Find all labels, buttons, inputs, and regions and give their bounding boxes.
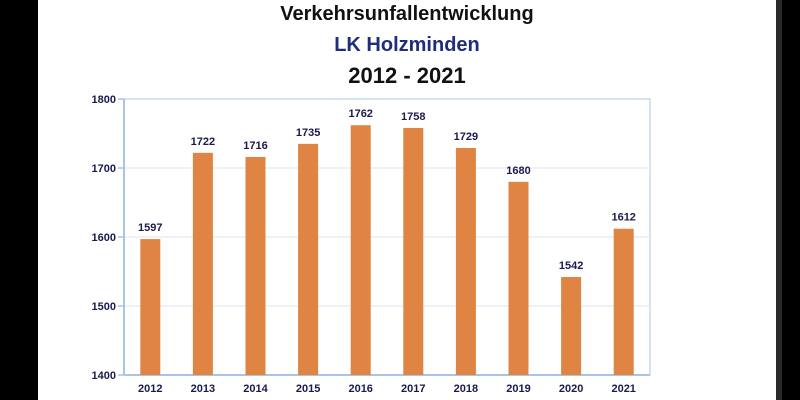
data-label-2014: 1716 — [243, 140, 267, 152]
bar-2012 — [140, 239, 161, 375]
x-tick-label-2012: 2012 — [138, 383, 162, 395]
bar-2015 — [298, 143, 319, 375]
data-label-2019: 1680 — [506, 165, 530, 177]
data-label-2017: 1758 — [401, 111, 425, 123]
data-label-2021: 1612 — [611, 212, 635, 224]
data-label-2012: 1597 — [138, 222, 162, 234]
y-tick-label: 1400 — [92, 370, 116, 382]
x-tick-label-2021: 2021 — [611, 383, 635, 395]
data-label-2015: 1735 — [296, 127, 320, 139]
bar-2017 — [403, 127, 424, 375]
x-tick-label-2014: 2014 — [243, 383, 268, 395]
chart-period: 2012 - 2021 — [348, 63, 466, 88]
bar-2018 — [455, 147, 476, 375]
slide-shadow — [776, 0, 782, 400]
data-label-2020: 1542 — [559, 260, 583, 272]
x-tick-label-2016: 2016 — [348, 383, 372, 395]
x-tick-label-2018: 2018 — [454, 383, 478, 395]
data-label-2018: 1729 — [454, 131, 478, 143]
x-tick-label-2019: 2019 — [506, 383, 530, 395]
bar-2020 — [561, 277, 582, 375]
x-tick-label-2013: 2013 — [191, 383, 215, 395]
y-tick-label: 1500 — [92, 301, 116, 313]
data-label-2016: 1762 — [348, 108, 372, 120]
bar-2014 — [245, 156, 266, 375]
bar-2013 — [192, 152, 213, 375]
bar-2016 — [350, 125, 371, 375]
chart-title: Verkehrsunfallentwicklung — [280, 3, 534, 25]
bar-2021 — [613, 228, 634, 375]
y-tick-label: 1600 — [92, 232, 116, 244]
x-tick-label-2015: 2015 — [296, 383, 320, 395]
x-tick-label-2017: 2017 — [401, 383, 425, 395]
x-tick-label-2020: 2020 — [559, 383, 583, 395]
bar-2019 — [508, 181, 529, 375]
y-tick-label: 1700 — [92, 163, 116, 175]
y-tick-label: 1800 — [92, 94, 116, 106]
chart-subtitle: LK Holzminden — [334, 34, 480, 56]
data-label-2013: 1722 — [191, 136, 215, 148]
